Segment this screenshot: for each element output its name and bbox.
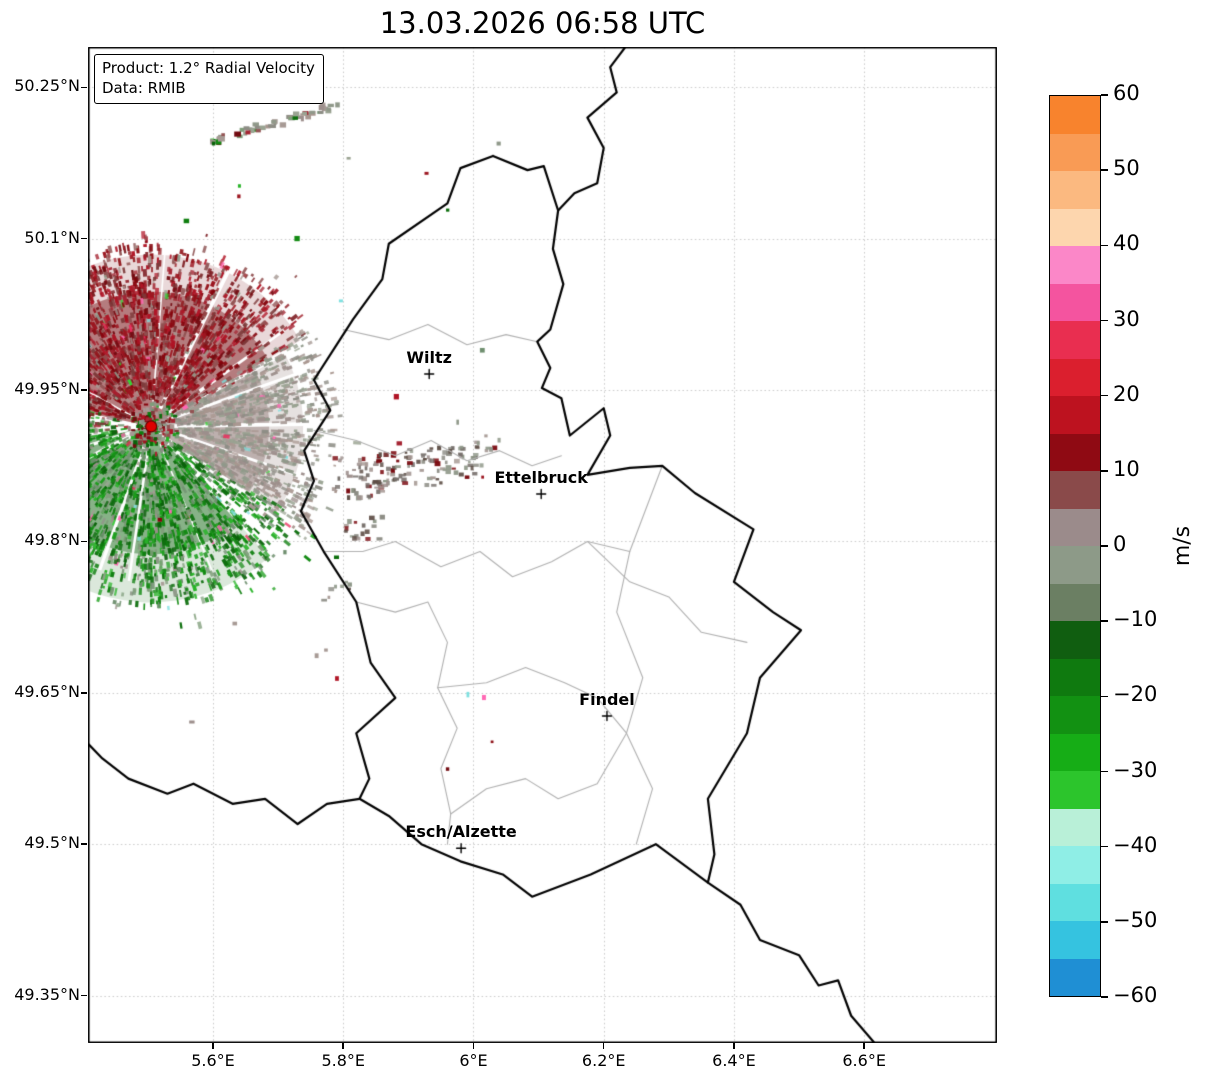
colorbar-segment <box>1050 396 1100 434</box>
figure-title: 13.03.2026 06:58 UTC <box>379 6 706 40</box>
y-tick-mark <box>81 86 87 89</box>
y-tick-mark <box>81 843 87 845</box>
y-tick-label: 50.25°N <box>14 76 80 96</box>
x-tick-label: 6.6°E <box>842 1051 886 1070</box>
colorbar-segment <box>1050 246 1100 284</box>
colorbar-tick-label: −50 <box>1113 907 1158 932</box>
y-tick-label: 49.8°N <box>24 530 80 550</box>
colorbar-tick-mark <box>1101 470 1108 472</box>
colorbar-tick-label: 10 <box>1113 456 1140 481</box>
colorbar-segment <box>1050 508 1100 546</box>
colorbar-tick-label: 60 <box>1113 81 1140 105</box>
colorbar-segment <box>1050 321 1100 359</box>
colorbar-segment <box>1050 283 1100 321</box>
y-tick-label: 49.35°N <box>14 984 80 1004</box>
city-label: Findel <box>579 690 635 710</box>
colorbar-tick-mark <box>1101 695 1108 698</box>
colorbar-segment <box>1050 921 1100 959</box>
colorbar-tick-label: −40 <box>1113 832 1158 857</box>
colorbar-tick-label: 50 <box>1113 156 1140 181</box>
city-label: Esch/Alzette <box>405 822 517 842</box>
city-label: Wiltz <box>406 347 452 367</box>
colorbar-segment <box>1050 96 1100 134</box>
product-info-box: Product: 1.2° Radial Velocity Data: RMIB <box>94 54 324 104</box>
colorbar-unit-text: m/s <box>1170 525 1195 567</box>
colorbar-tick-label: −10 <box>1113 607 1158 632</box>
y-tick-mark <box>81 994 87 997</box>
data-source-line: Data: RMIB <box>102 79 186 98</box>
colorbar-tick-mark <box>1101 620 1108 622</box>
colorbar-tick-mark <box>1101 996 1108 998</box>
colorbar-tick-mark <box>1101 319 1108 322</box>
colorbar-tick-label: 0 <box>1113 532 1127 556</box>
colorbar-segment <box>1050 621 1100 659</box>
colorbar <box>1049 95 1101 997</box>
colorbar-tick-mark <box>1101 394 1108 397</box>
x-tick-mark <box>863 1043 865 1049</box>
x-tick-label: 6.2°E <box>581 1051 626 1070</box>
y-tick-label: 49.95°N <box>14 379 80 399</box>
radar-map-canvas <box>88 47 997 1043</box>
x-tick-label: 5.8°E <box>321 1051 366 1070</box>
colorbar-segment <box>1050 358 1100 396</box>
colorbar-segment <box>1050 733 1100 771</box>
colorbar-tick-mark <box>1101 244 1108 247</box>
colorbar-tick-label: 20 <box>1113 381 1140 406</box>
colorbar-segment <box>1050 171 1100 209</box>
x-tick-mark <box>212 1043 214 1049</box>
y-tick-mark <box>81 237 87 240</box>
colorbar-tick-mark <box>1101 169 1108 171</box>
x-tick-mark <box>472 1043 475 1049</box>
x-tick-label: 6.4°E <box>712 1051 756 1070</box>
colorbar-tick-mark <box>1101 770 1108 773</box>
colorbar-tick-mark <box>1101 921 1108 923</box>
y-tick-label: 49.65°N <box>14 681 80 701</box>
colorbar-segment <box>1050 808 1100 846</box>
colorbar-segment <box>1050 696 1100 734</box>
y-tick-mark <box>81 389 87 391</box>
colorbar-unit-label: m/s <box>1170 526 1195 566</box>
colorbar-tick-label: 40 <box>1113 231 1140 256</box>
y-tick-label: 50.1°N <box>24 227 80 247</box>
colorbar-segment <box>1050 958 1100 996</box>
colorbar-tick-label: 30 <box>1113 306 1140 331</box>
x-tick-label: 5.6°E <box>191 1051 235 1070</box>
y-tick-mark <box>81 692 87 694</box>
colorbar-tick-mark <box>1101 545 1108 547</box>
colorbar-tick-mark <box>1101 845 1108 848</box>
colorbar-segment <box>1050 658 1100 696</box>
y-tick-label: 49.5°N <box>24 833 80 853</box>
x-tick-label: 6°E <box>459 1051 488 1070</box>
colorbar-tick-label: −20 <box>1113 682 1158 707</box>
x-tick-mark <box>602 1043 605 1049</box>
product-line: Product: 1.2° Radial Velocity <box>102 59 315 77</box>
colorbar-tick-label: −30 <box>1113 757 1158 782</box>
x-tick-mark <box>733 1043 735 1049</box>
colorbar-segment <box>1050 208 1100 246</box>
y-tick-mark <box>81 540 87 543</box>
colorbar-segment <box>1050 846 1100 884</box>
colorbar-segment <box>1050 133 1100 171</box>
x-tick-mark <box>342 1043 344 1049</box>
colorbar-segment <box>1050 433 1100 471</box>
colorbar-segment <box>1050 546 1100 584</box>
colorbar-segment <box>1050 583 1100 621</box>
colorbar-segment <box>1050 883 1100 921</box>
colorbar-tick-label: −60 <box>1113 983 1158 1007</box>
city-label: Ettelbruck <box>494 468 588 488</box>
colorbar-segment <box>1050 471 1100 509</box>
colorbar-segment <box>1050 771 1100 809</box>
colorbar-tick-mark <box>1101 94 1108 96</box>
